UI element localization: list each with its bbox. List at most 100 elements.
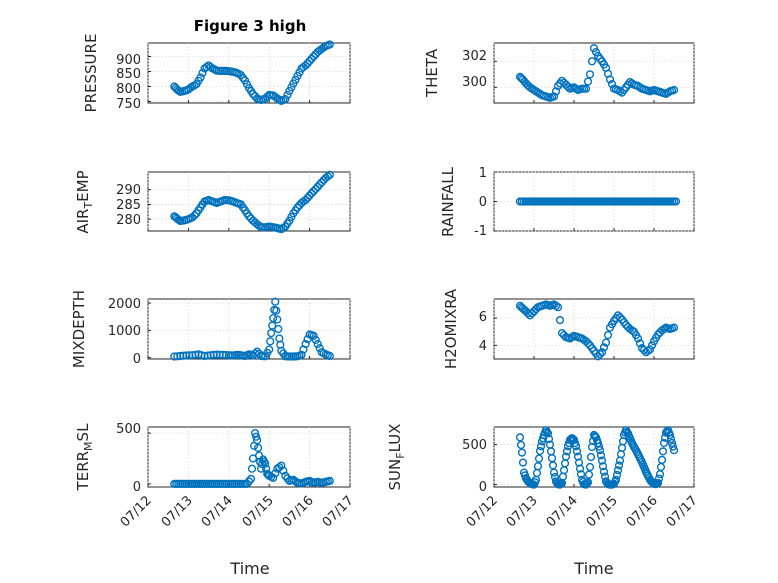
y-tick-label: 0 [479, 480, 487, 495]
panel-theta: 300 302 THETA [423, 42, 695, 104]
gridlines [493, 299, 695, 359]
data-point [315, 344, 324, 353]
y-tick-label: 6 [479, 310, 487, 325]
data-point [645, 345, 655, 354]
data-point [551, 87, 561, 96]
data-point [582, 479, 592, 488]
data-point [590, 432, 600, 441]
data-point [575, 464, 585, 473]
y-tick-label: -1 [474, 224, 487, 239]
data-point [581, 480, 591, 489]
data-point [607, 79, 617, 89]
data-point [599, 343, 609, 352]
gridlines [147, 43, 351, 103]
data-point [593, 438, 603, 448]
data-point [212, 350, 221, 359]
data-point [209, 350, 218, 360]
data-points [515, 197, 681, 206]
data-point [257, 464, 266, 473]
data-point [301, 61, 310, 70]
data-point [265, 345, 274, 354]
data-point [515, 433, 525, 442]
data-points [170, 170, 334, 234]
data-point [599, 467, 609, 476]
y-tick-label: 2000 [108, 297, 141, 312]
data-point [190, 211, 199, 220]
data-point [533, 462, 543, 471]
data-point [303, 193, 312, 202]
data-point [639, 346, 649, 355]
data-point [272, 306, 281, 315]
y-axis-label: SUNFLUX [386, 424, 407, 491]
y-tick-label: 500 [462, 438, 487, 453]
data-point [635, 339, 645, 348]
data-point [305, 191, 314, 200]
data-point [274, 324, 283, 334]
y-label-subscript: T [82, 202, 95, 210]
data-point [307, 189, 316, 198]
data-point [325, 476, 334, 486]
y-tick-label: 800 [116, 82, 141, 97]
plot-area-terr-msl [147, 426, 351, 488]
data-point [309, 331, 318, 340]
data-point [252, 432, 261, 441]
data-points [515, 44, 679, 102]
y-tick-label: 500 [116, 422, 141, 437]
data-point [613, 466, 623, 475]
data-point [658, 447, 668, 456]
data-point [612, 470, 622, 480]
data-point [605, 75, 615, 84]
y-tick-label: 280 [116, 213, 141, 228]
data-point [615, 313, 625, 322]
panel-h2omixra: 4 6 H2OMIXRA [442, 288, 695, 369]
data-point [309, 52, 318, 61]
y-tick-label: 850 [116, 67, 141, 82]
data-point [661, 428, 671, 437]
data-point [597, 348, 607, 357]
data-point [251, 429, 260, 438]
data-point [307, 54, 316, 63]
y-tick-label: 0 [479, 195, 487, 210]
data-points [170, 429, 334, 489]
y-tick-label: 750 [116, 97, 141, 112]
data-point [549, 468, 559, 477]
data-point [587, 57, 597, 66]
data-point [266, 337, 275, 346]
data-point [198, 68, 207, 78]
data-point [543, 429, 553, 438]
data-point [309, 187, 318, 196]
y-tick-label: 290 [116, 183, 141, 198]
data-point [191, 350, 200, 359]
data-point [206, 62, 215, 72]
data-point [325, 170, 334, 180]
data-point [268, 321, 277, 330]
data-point [669, 446, 679, 455]
data-point [534, 454, 544, 463]
data-point [581, 84, 591, 93]
data-point [281, 94, 290, 104]
data-point [267, 329, 276, 338]
data-point [668, 442, 678, 451]
y-tick-label: 302 [462, 49, 487, 64]
panel-rainfall: -1 0 1 RAINFALL [439, 166, 695, 239]
data-point [325, 40, 334, 49]
panel-mixdepth: 0 1000 2000 MIXDEPTH [70, 290, 351, 368]
data-point [261, 459, 270, 468]
data-point [654, 474, 664, 483]
data-point [659, 438, 669, 448]
data-point [269, 314, 278, 323]
data-point [597, 456, 607, 465]
data-point [667, 438, 677, 448]
data-points [515, 300, 679, 361]
data-point [174, 86, 183, 95]
y-axis-label: MIXDEPTH [70, 290, 88, 368]
data-point [323, 172, 332, 181]
data-point [614, 461, 624, 470]
data-points [515, 426, 679, 489]
data-point [283, 90, 292, 100]
data-point [549, 92, 559, 101]
data-point [271, 469, 280, 478]
data-point [200, 351, 209, 361]
data-point [544, 434, 554, 444]
